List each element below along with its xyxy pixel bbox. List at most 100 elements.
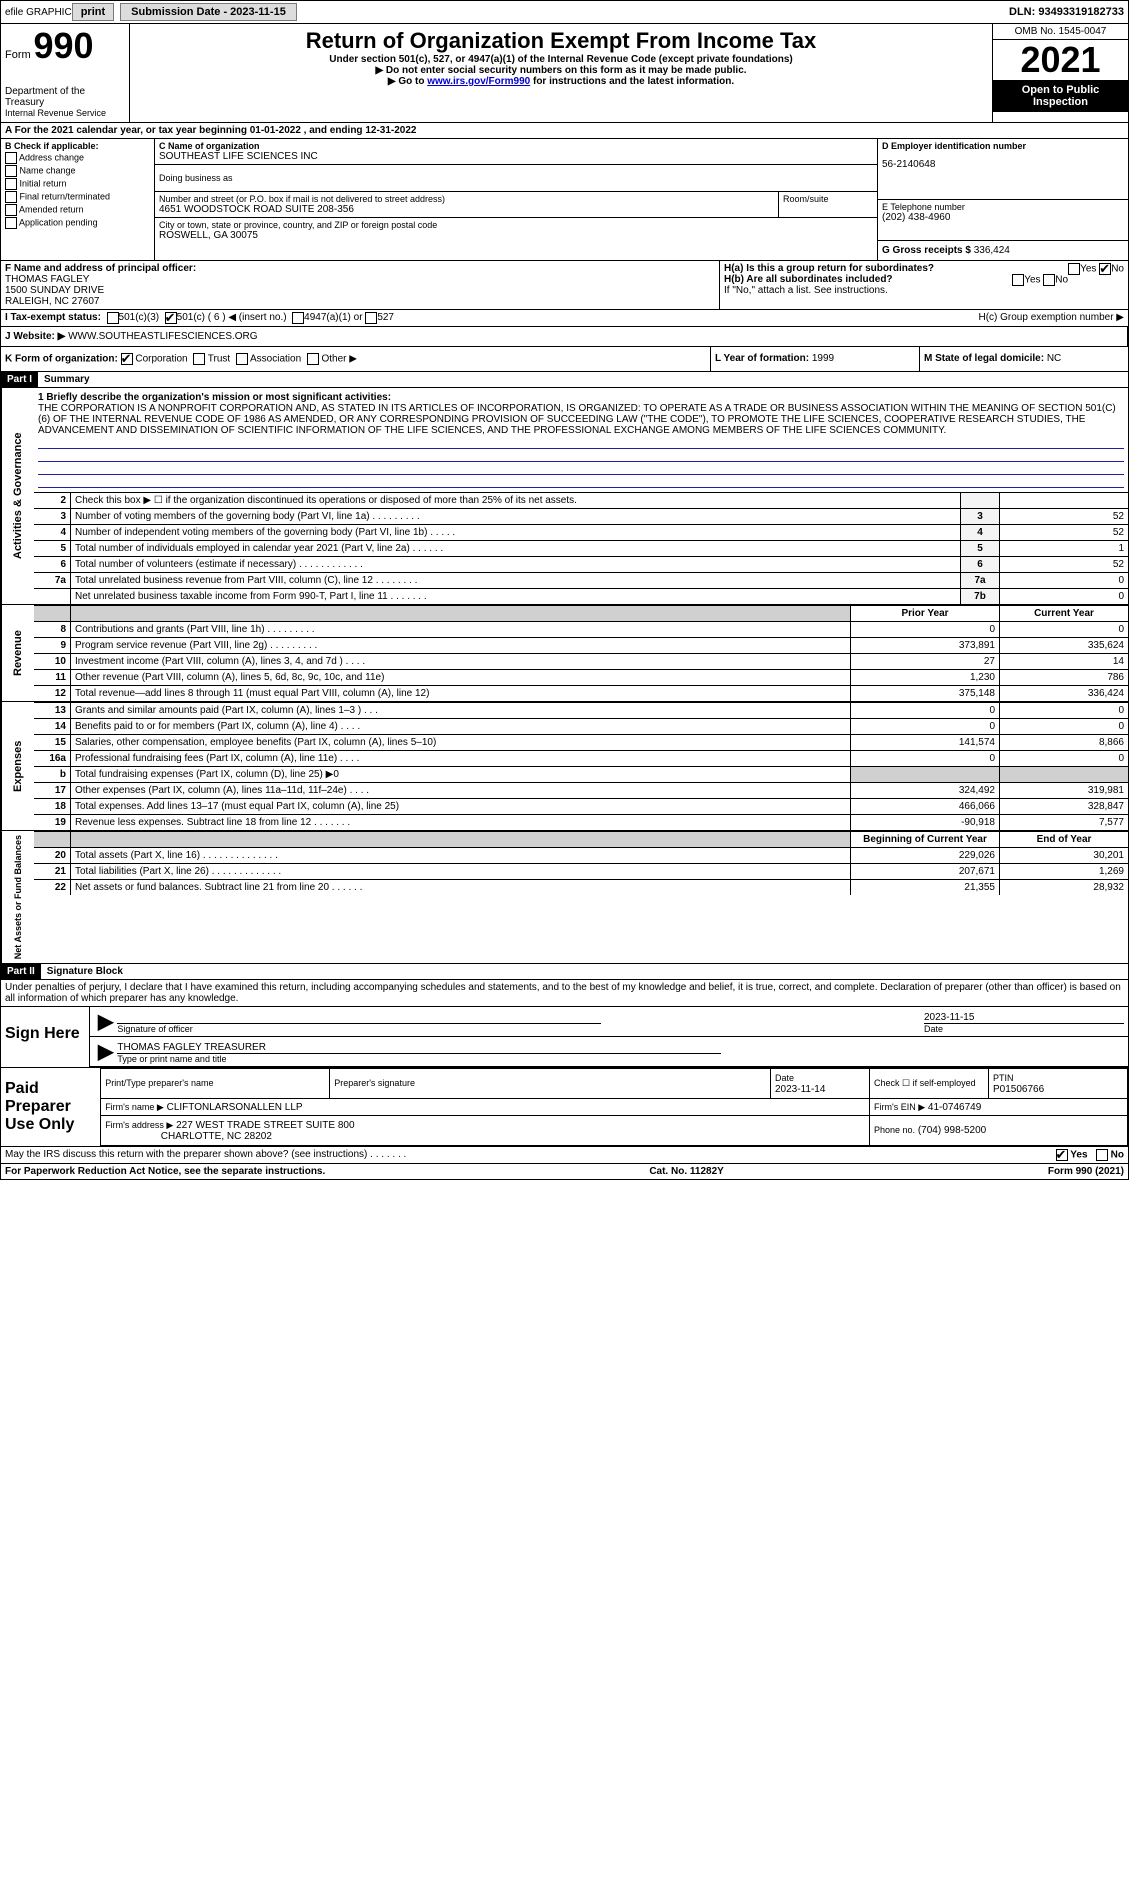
table-expenses: 13 Grants and similar amounts paid (Part… [34,702,1128,830]
chk-other[interactable] [307,353,319,365]
line-box: 4 [961,525,1000,541]
line-text: Net unrelated business taxable income fr… [71,589,961,605]
chk-trust[interactable] [193,353,205,365]
lbl-corp: Corporation [135,354,187,365]
section-net-assets: Net Assets or Fund Balances Beginning of… [0,831,1129,964]
gross-label: G Gross receipts $ [882,245,971,256]
blank-line [38,436,1124,449]
prep-date: 2023-11-14 [775,1084,825,1095]
chk-amended-return[interactable] [5,204,17,216]
hdr-prior: Prior Year [851,606,1000,622]
line-num: b [34,767,71,783]
prior-value: 373,891 [851,638,1000,654]
chk-name-change[interactable] [5,165,17,177]
current-value: 335,624 [1000,638,1129,654]
hdr-current: End of Year [1000,832,1129,848]
prior-value: 207,671 [851,864,1000,880]
goto-suffix: for instructions and the latest informat… [530,76,734,87]
chk-assoc[interactable] [236,353,248,365]
sign-here-label: Sign Here [1,1007,90,1067]
phone-value: (202) 438-4960 [882,212,1124,223]
line-box: 7b [961,589,1000,605]
hb-no[interactable] [1043,274,1055,286]
line-num: 16a [34,751,71,767]
part-1-header: Part I Summary [0,372,1129,388]
goto-prefix: ▶ Go to [388,76,427,87]
print-button[interactable]: print [72,3,114,21]
line-num: 4 [34,525,71,541]
row-a-taxyear: A For the 2021 calendar year, or tax yea… [0,123,1129,139]
current-value: 0 [1000,719,1129,735]
irs-label: Internal Revenue Service [5,108,125,118]
city-value: ROSWELL, GA 30075 [159,230,873,241]
line-num: 2 [34,493,71,509]
chk-corp[interactable] [121,353,133,365]
row-klm: K Form of organization: Corporation Trus… [0,347,1129,372]
website-value: WWW.SOUTHEASTLIFESCIENCES.ORG [68,331,257,342]
ptin-label: PTIN [993,1073,1014,1083]
part-1-label: Part I [1,372,38,387]
officer-addr1: 1500 SUNDAY DRIVE [5,285,715,296]
chk-501c3[interactable] [107,312,119,324]
col-b-checkboxes: B Check if applicable: Address change Na… [1,139,155,260]
line-text: Total assets (Part X, line 16) . . . . .… [71,848,851,864]
ptin-value: P01506766 [993,1084,1044,1095]
line-text: Professional fundraising fees (Part IX, … [71,751,851,767]
lbl-name-change: Name change [20,165,76,175]
line-num: 15 [34,735,71,751]
discuss-yes[interactable] [1056,1149,1068,1161]
firm-name: CLIFTONLARSONALLEN LLP [167,1102,303,1113]
website-label: J Website: ▶ [5,331,65,342]
line-value: 0 [1000,589,1129,605]
line-box: 5 [961,541,1000,557]
hdr-current: Current Year [1000,606,1129,622]
discuss-row: May the IRS discuss this return with the… [0,1147,1129,1164]
part-1-title: Summary [38,372,96,387]
table-revenue: Prior Year Current Year8 Contributions a… [34,605,1128,701]
line-value: 52 [1000,509,1129,525]
firm-ein: 41-0746749 [928,1102,981,1113]
ein-value: 56-2140648 [882,159,1124,170]
arrow-icon: ▶ [94,1039,117,1064]
ha-no[interactable] [1099,263,1111,275]
name-title-label: Type or print name and title [117,1053,721,1064]
firm-addr2: CHARLOTTE, NC 28202 [161,1131,272,1142]
row-i: I Tax-exempt status: 501(c)(3) 501(c) ( … [0,310,1129,327]
firm-phone-label: Phone no. [874,1125,915,1135]
discuss-no[interactable] [1096,1149,1108,1161]
current-value: 0 [1000,622,1129,638]
chk-501c[interactable] [165,312,177,324]
org-name: SOUTHEAST LIFE SCIENCES INC [159,151,873,162]
line-box: 6 [961,557,1000,573]
section-revenue: Revenue Prior Year Current Year8 Contrib… [0,605,1129,702]
firm-phone: (704) 998-5200 [918,1125,986,1136]
line-value: 1 [1000,541,1129,557]
lbl-address-change: Address change [19,152,84,162]
line-text: Total unrelated business revenue from Pa… [71,573,961,589]
chk-4947[interactable] [292,312,304,324]
firm-name-label: Firm's name ▶ [105,1102,164,1112]
hb-yes[interactable] [1012,274,1024,286]
line-value: 0 [1000,573,1129,589]
sig-officer-label: Signature of officer [117,1023,601,1034]
chk-address-change[interactable] [5,152,17,164]
chk-527[interactable] [365,312,377,324]
line-num: 17 [34,783,71,799]
prior-value: 375,148 [851,686,1000,702]
line-num: 12 [34,686,71,702]
lbl-assoc: Association [250,354,301,365]
prior-value: 27 [851,654,1000,670]
paid-preparer-block: Paid Preparer Use Only Print/Type prepar… [0,1068,1129,1147]
line-num: 7a [34,573,71,589]
line-box: 3 [961,509,1000,525]
row-f-h: F Name and address of principal officer:… [0,261,1129,310]
line-text: Other expenses (Part IX, column (A), lin… [71,783,851,799]
chk-initial-return[interactable] [5,178,17,190]
irs-link[interactable]: www.irs.gov/Form990 [427,76,530,87]
chk-app-pending[interactable] [5,217,17,229]
chk-final-return[interactable] [5,191,17,203]
line-num: 18 [34,799,71,815]
ha-yes[interactable] [1068,263,1080,275]
submission-date: Submission Date - 2023-11-15 [120,3,297,21]
sig-date: 2023-11-15 [924,1012,1124,1023]
